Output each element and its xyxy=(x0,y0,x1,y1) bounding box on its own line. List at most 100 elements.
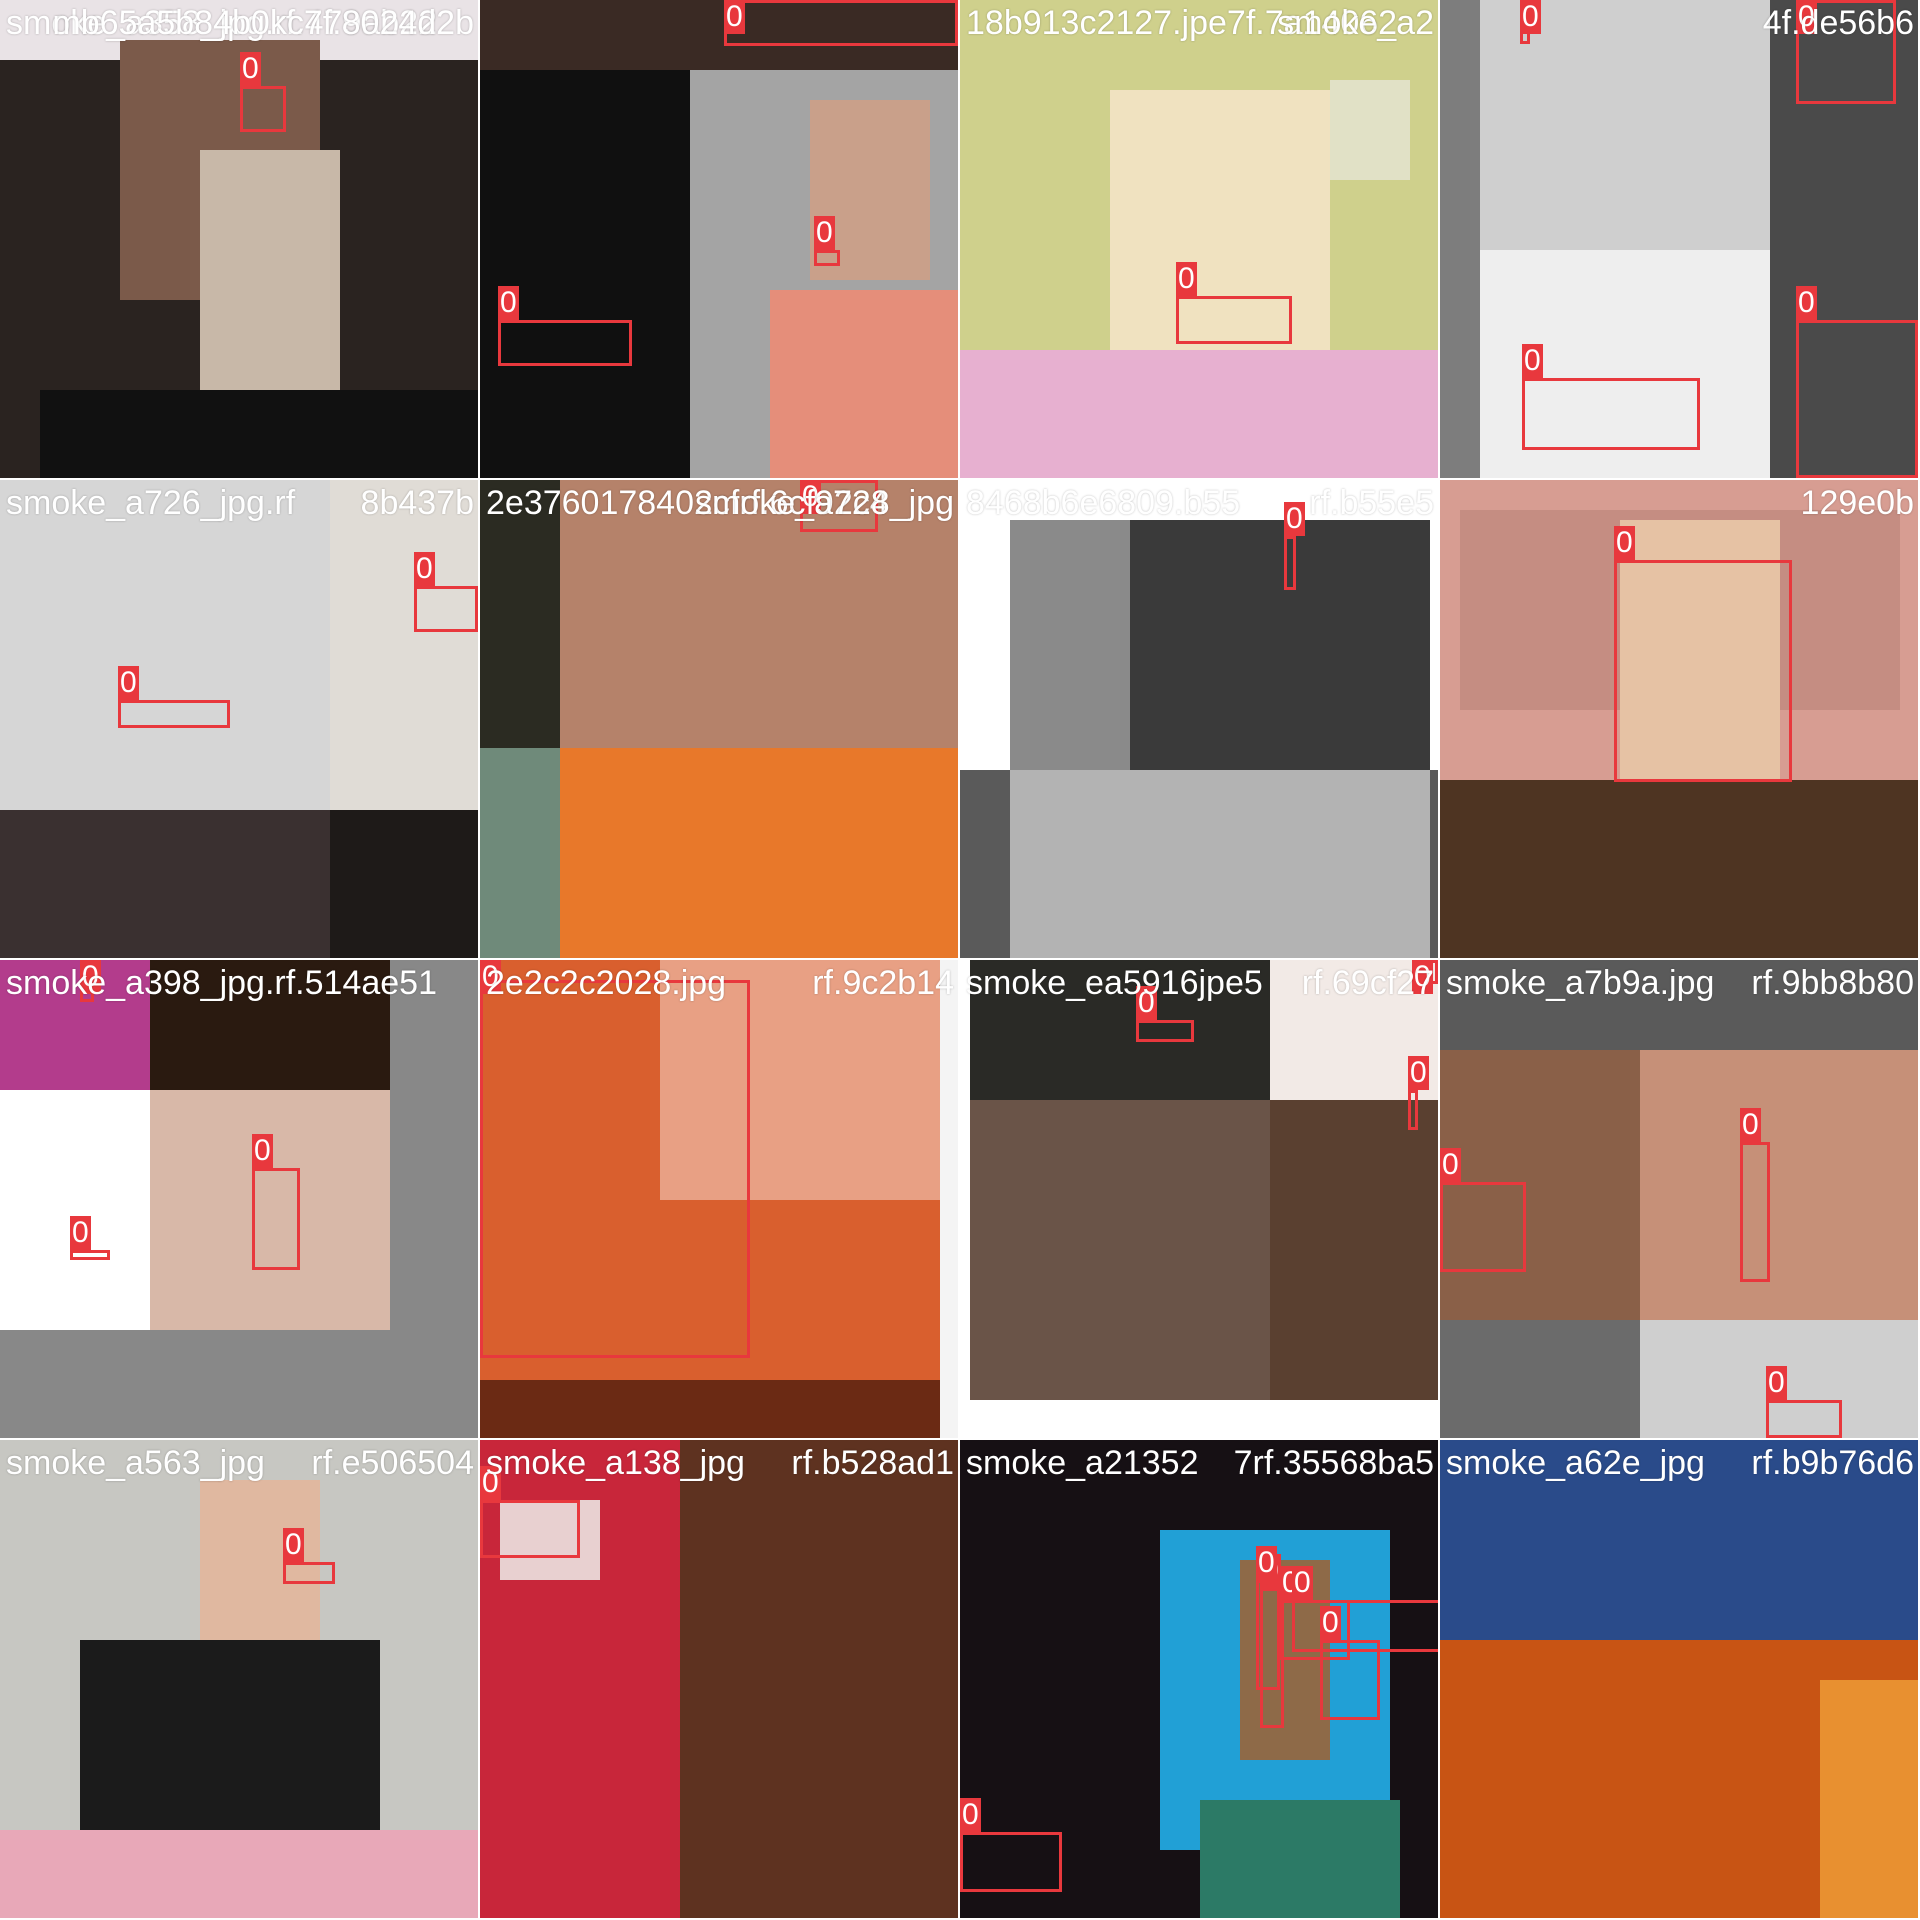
overlapping-filename: smoke_a2 xyxy=(1277,4,1434,42)
class-label: 0 xyxy=(1440,1148,1461,1182)
overlapping-filename: rf.69cf27 xyxy=(1301,964,1434,1002)
mosaic-tile: 0 0 0 smoke_a7b9a.jpg rf.9bb8b80 xyxy=(1440,960,1918,1438)
detection-box xyxy=(1440,1182,1526,1272)
mosaic-tile: 0 smoke_a358_jpg.rf.479ab22 mb65a5b84b0kc7… xyxy=(0,0,478,478)
detection-box xyxy=(498,320,632,366)
photo-region xyxy=(1330,80,1410,180)
class-label: 0 xyxy=(414,552,435,586)
class-label: 0 xyxy=(240,52,261,86)
overlapping-filename: rf.b528ad1 xyxy=(791,1444,954,1482)
mosaic-tile: 0 0 0 xyxy=(480,0,958,478)
overlapping-filename: 4f.de56b6 xyxy=(1762,4,1914,42)
photo-region xyxy=(680,1440,958,1918)
image-filename: smoke_a7b9a.jpg xyxy=(1446,964,1715,1002)
image-filename: smoke_a21352 xyxy=(966,1444,1199,1482)
mosaic-tile: 0 smoke_a563_jpg rf.e506504 xyxy=(0,1440,478,1918)
photo-region xyxy=(1440,1440,1918,1640)
class-label: 0 xyxy=(814,216,835,250)
detection-box xyxy=(1176,296,1292,344)
class-label: 0 xyxy=(498,286,519,320)
detection-box xyxy=(1284,536,1296,590)
photo-thumbnail xyxy=(1440,960,1918,1438)
class-label: 0 xyxy=(480,1466,501,1500)
class-label: 0 xyxy=(283,1528,304,1562)
photo-region xyxy=(0,1830,478,1918)
detection-box xyxy=(414,586,478,632)
class-label: 0 xyxy=(960,1798,981,1832)
detection-box xyxy=(480,1500,580,1558)
photo-thumbnail xyxy=(960,1440,1438,1918)
detection-box xyxy=(1796,320,1918,478)
photo-region xyxy=(150,1090,390,1330)
photo-region xyxy=(770,290,958,478)
class-label: 0 xyxy=(1320,1606,1341,1640)
detection-box xyxy=(283,1562,335,1584)
mosaic-tile: 0 0 0 0 4f.de56b6 xyxy=(1440,0,1918,478)
photo-region xyxy=(1010,520,1130,770)
detection-box xyxy=(1320,1640,1380,1720)
mosaic-tile: 0 0 smoke_a726_jpg.rf 8b437b xyxy=(0,480,478,958)
photo-region xyxy=(1440,1050,1640,1320)
class-label: 0 xyxy=(800,480,821,514)
photo-region xyxy=(1820,1680,1918,1918)
photo-thumbnail xyxy=(480,1440,958,1918)
photo-region xyxy=(0,960,150,1090)
photo-thumbnail xyxy=(960,0,1438,478)
class-label: 0 xyxy=(70,1216,91,1250)
detection-box xyxy=(252,1168,300,1270)
photo-thumbnail xyxy=(1440,480,1918,958)
photo-region xyxy=(0,1090,150,1330)
class-label: 0 xyxy=(1136,986,1157,1020)
overlapping-filename: rf.9bb8b80 xyxy=(1751,964,1914,1002)
photo-region xyxy=(480,748,560,958)
mosaic-tile: 0 smoke_a138_jpg rf.b528ad1 xyxy=(480,1440,958,1918)
overlapping-filename: 129e0b xyxy=(1800,484,1914,522)
detection-box xyxy=(70,1250,110,1260)
detection-box xyxy=(1766,1400,1842,1438)
photo-region xyxy=(500,1500,600,1580)
class-label: 0 xyxy=(118,666,139,700)
photo-region xyxy=(330,480,478,810)
photo-region xyxy=(1270,1100,1438,1400)
detection-box xyxy=(814,250,840,266)
mosaic-tile: 0 0 0 smoke_ea5916jpe5 rf.69cf27 xyxy=(960,960,1438,1438)
photo-region xyxy=(1200,1800,1400,1918)
photo-region xyxy=(1440,780,1918,958)
photo-region xyxy=(960,350,1438,478)
overlapping-filename: rf.e506504 xyxy=(311,1444,474,1482)
photo-thumbnail xyxy=(1440,0,1918,478)
mosaic-tile: 0 129e0b xyxy=(1440,480,1918,958)
photo-region xyxy=(1110,90,1330,370)
class-label: 0 xyxy=(480,960,501,994)
detection-box xyxy=(480,980,750,1358)
photo-region xyxy=(480,1380,940,1438)
image-filename: smoke_a563_jpg xyxy=(6,1444,265,1482)
image-filename: 2e3760178402cfrf.6cf92c4 xyxy=(486,484,889,522)
photo-region xyxy=(1620,520,1780,780)
photo-region xyxy=(330,810,478,958)
image-filename: 8468b6e6809.b55 xyxy=(966,484,1241,522)
detection-box xyxy=(960,1832,1062,1892)
photo-region xyxy=(480,0,958,70)
photo-thumbnail xyxy=(1440,1440,1918,1918)
detection-box xyxy=(1740,1142,1770,1282)
photo-thumbnail xyxy=(960,960,1438,1438)
photo-region xyxy=(1010,770,1430,958)
mosaic-tile: 0 2e3760178402cfrf.6cf92c4 smoke_a728_jpg xyxy=(480,480,958,958)
class-label: 0 xyxy=(1412,960,1433,994)
image-filename: smoke_a358_jpg.rf.479ab22 xyxy=(6,4,437,42)
photo-region xyxy=(0,480,330,810)
image-filename: 18b913c2127.jpe7f.7a14062 xyxy=(966,4,1398,42)
detection-box xyxy=(1522,378,1700,450)
image-filename: smoke_a62e_jpg xyxy=(1446,1444,1705,1482)
photo-thumbnail xyxy=(480,480,958,958)
class-label: 0 xyxy=(1740,1108,1761,1142)
class-label: 0 xyxy=(1766,1366,1787,1400)
detection-box xyxy=(724,0,958,46)
photo-thumbnail xyxy=(0,1440,478,1918)
photo-thumbnail xyxy=(960,480,1438,958)
overlapping-filename: mb65a5b84b0kc7f.8024d2b xyxy=(52,4,474,42)
detection-box xyxy=(1292,1600,1438,1652)
